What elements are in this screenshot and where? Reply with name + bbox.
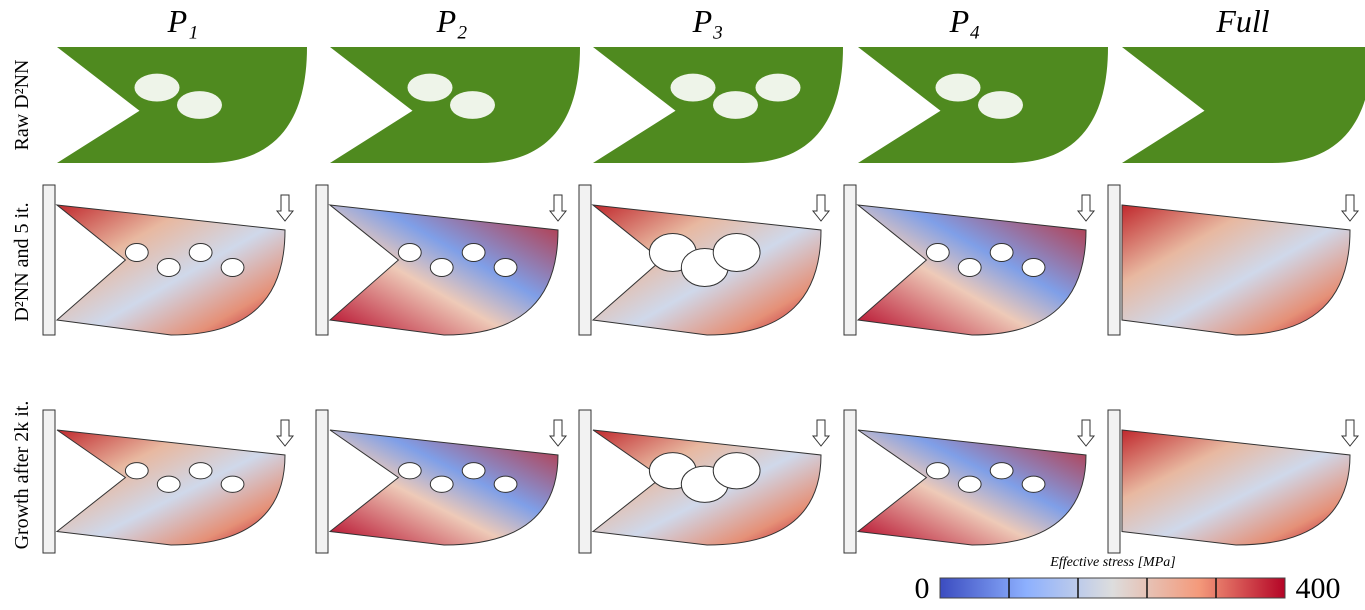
void [712,233,761,272]
void [429,475,454,493]
load-arrow [275,419,295,447]
load-arrow [548,194,568,222]
void [1021,258,1046,277]
load-arrow [1076,194,1096,222]
colorbar [939,577,1286,599]
support-wall [843,184,857,336]
load-arrow [811,419,831,447]
support-wall [315,409,329,554]
column-header: P₄ [949,3,981,39]
row-label: Raw D²NN [11,60,33,151]
colorbar-title: Effective stress [MPa] [1049,555,1175,570]
support-wall [1107,409,1121,554]
column-header: P₁ [167,3,199,39]
stress-design [1121,204,1351,336]
column-header: Full [1215,3,1269,39]
void [461,243,486,262]
void [407,73,453,102]
void [177,91,222,119]
void [957,475,982,493]
colorbar-min: 0 [915,572,930,605]
void [188,243,213,262]
stress-design [1121,429,1351,546]
load-arrow [1340,419,1360,447]
void [220,475,245,493]
void [989,243,1014,262]
void [124,243,149,262]
load-arrow [1076,419,1096,447]
void [925,243,950,262]
support-wall [42,409,56,554]
void [397,462,422,480]
void [1021,475,1046,493]
void [755,73,801,102]
row-label: Growth after 2k it. [11,401,33,550]
void [989,462,1014,480]
void [670,73,716,102]
support-wall [843,409,857,554]
support-wall [42,184,56,336]
void [220,258,245,277]
support-wall [1107,184,1121,336]
void [124,462,149,480]
load-arrow [1340,194,1360,222]
void [713,91,758,119]
load-arrow [275,194,295,222]
support-wall [315,184,329,336]
load-arrow [548,419,568,447]
column-header: P₂ [436,3,468,39]
void [925,462,950,480]
column-header: P₃ [692,3,724,39]
void [978,91,1023,119]
void [461,462,486,480]
void [957,258,982,277]
support-wall [578,184,592,336]
void [156,475,181,493]
row-label: D²NN and 5 it. [11,202,33,321]
void [397,243,422,262]
void [712,452,761,490]
void [156,258,181,277]
void [450,91,495,119]
void [493,475,518,493]
void [493,258,518,277]
colorbar-max: 400 [1296,572,1341,605]
raw-design [1122,47,1365,163]
void [134,73,180,102]
support-wall [578,409,592,554]
void [188,462,213,480]
void [429,258,454,277]
void [935,73,981,102]
load-arrow [811,194,831,222]
